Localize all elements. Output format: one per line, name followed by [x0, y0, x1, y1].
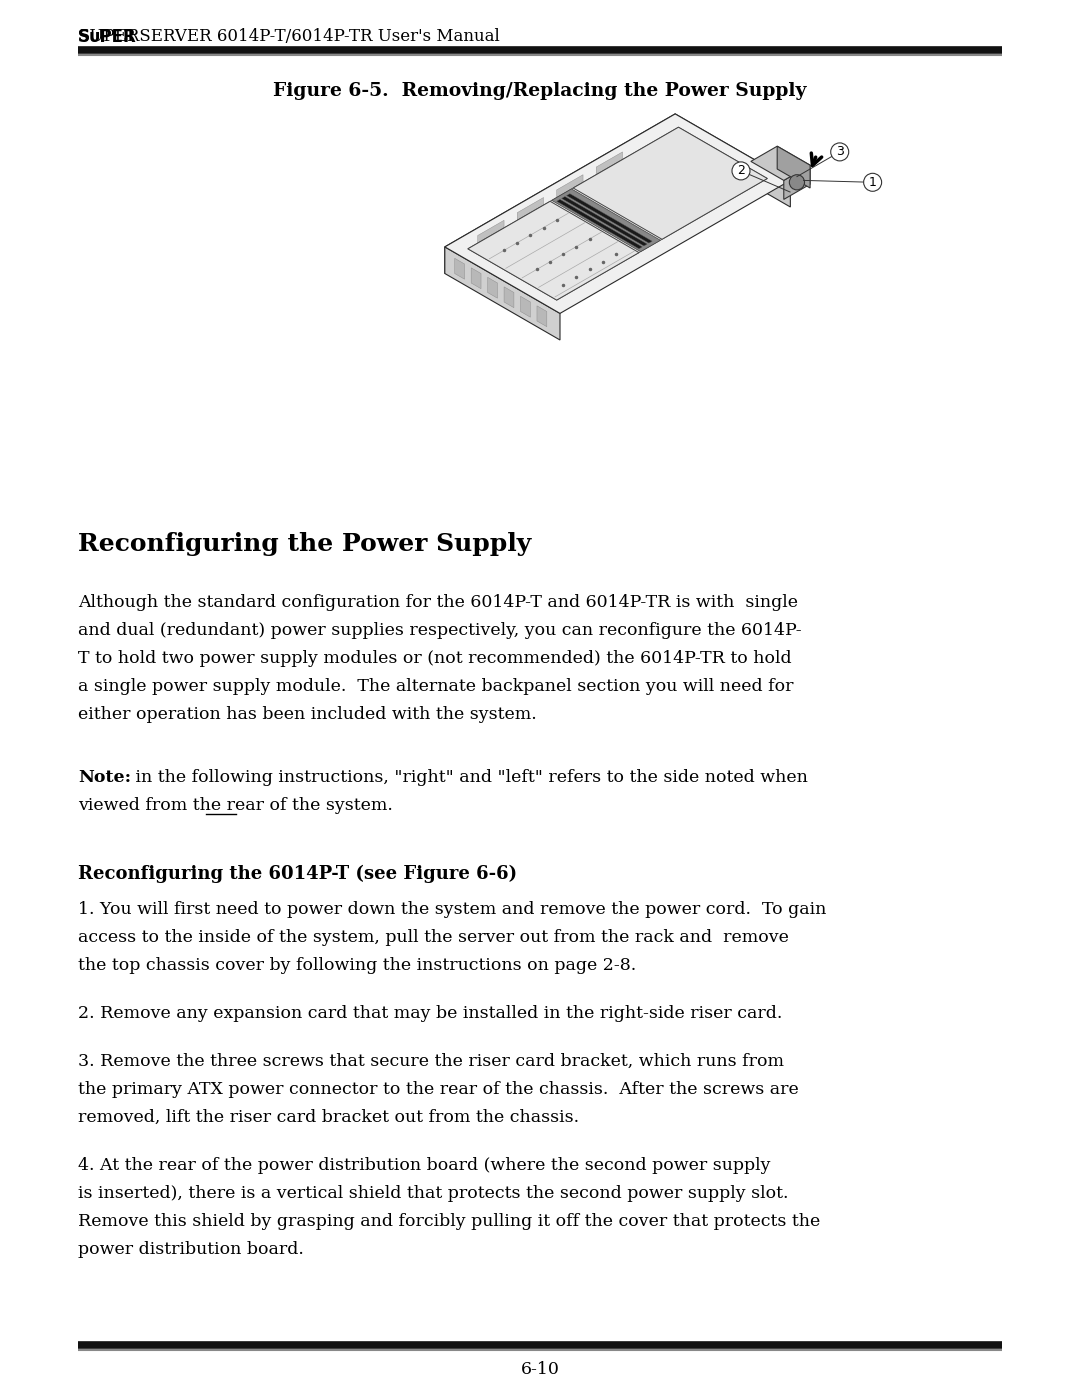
- Text: power distribution board.: power distribution board.: [78, 1241, 303, 1259]
- Text: 2: 2: [737, 165, 745, 177]
- Text: 3. Remove the three screws that secure the riser card bracket, which runs from: 3. Remove the three screws that secure t…: [78, 1053, 784, 1070]
- Text: the top chassis cover by following the instructions on page 2-8.: the top chassis cover by following the i…: [78, 957, 636, 974]
- Polygon shape: [562, 197, 647, 246]
- Polygon shape: [521, 296, 530, 317]
- Text: Figure 6-5.  Removing/Replacing the Power Supply: Figure 6-5. Removing/Replacing the Power…: [273, 82, 807, 101]
- Polygon shape: [784, 165, 810, 200]
- Text: in the following instructions, "right" and "left" refers to the side noted when: in the following instructions, "right" a…: [130, 768, 808, 787]
- Text: SᴜPER: SᴜPER: [78, 28, 137, 46]
- Polygon shape: [517, 197, 543, 224]
- Polygon shape: [556, 175, 583, 201]
- Circle shape: [789, 175, 805, 190]
- Text: 1. You will first need to power down the system and remove the power cord.  To g: 1. You will first need to power down the…: [78, 901, 826, 918]
- Text: and dual (redundant) power supplies respectively, you can reconfigure the 6014P-: and dual (redundant) power supplies resp…: [78, 622, 801, 638]
- Polygon shape: [552, 189, 660, 251]
- Polygon shape: [537, 306, 546, 327]
- Polygon shape: [445, 115, 675, 274]
- Text: 2. Remove any expansion card that may be installed in the right-side riser card.: 2. Remove any expansion card that may be…: [78, 1004, 782, 1023]
- Polygon shape: [567, 194, 652, 243]
- Polygon shape: [477, 221, 504, 247]
- Polygon shape: [675, 115, 791, 207]
- Polygon shape: [556, 200, 643, 249]
- Polygon shape: [471, 268, 481, 289]
- Polygon shape: [445, 115, 791, 313]
- Polygon shape: [445, 247, 561, 339]
- Text: a single power supply module.  The alternate backpanel section you will need for: a single power supply module. The altern…: [78, 678, 794, 694]
- Text: the primary ATX power connector to the rear of the chassis.  After the screws ar: the primary ATX power connector to the r…: [78, 1081, 799, 1098]
- Text: removed, lift the riser card bracket out from the chassis.: removed, lift the riser card bracket out…: [78, 1109, 579, 1126]
- Text: either operation has been included with the system.: either operation has been included with …: [78, 705, 537, 724]
- Polygon shape: [751, 147, 810, 180]
- Polygon shape: [468, 201, 639, 300]
- Text: viewed from the rear of the system.: viewed from the rear of the system.: [78, 798, 393, 814]
- Polygon shape: [778, 147, 810, 189]
- Text: T to hold two power supply modules or (not recommended) the 6014P-TR to hold: T to hold two power supply modules or (n…: [78, 650, 792, 666]
- Polygon shape: [455, 258, 464, 279]
- Text: 4. At the rear of the power distribution board (where the second power supply: 4. At the rear of the power distribution…: [78, 1157, 770, 1173]
- Text: 6-10: 6-10: [521, 1361, 559, 1377]
- Text: Reconfiguring the 6014P-T (see Figure 6-6): Reconfiguring the 6014P-T (see Figure 6-…: [78, 865, 517, 883]
- Polygon shape: [596, 152, 622, 179]
- Polygon shape: [573, 127, 767, 239]
- Text: SUPERSERVER 6014P-T/6014P-TR User's Manual: SUPERSERVER 6014P-T/6014P-TR User's Manu…: [78, 28, 500, 45]
- Polygon shape: [504, 286, 514, 307]
- Text: 3: 3: [836, 145, 843, 158]
- Text: Although the standard configuration for the 6014P-T and 6014P-TR is with  single: Although the standard configuration for …: [78, 594, 798, 610]
- Text: Note:: Note:: [78, 768, 131, 787]
- Polygon shape: [487, 277, 498, 298]
- Text: Reconfiguring the Power Supply: Reconfiguring the Power Supply: [78, 532, 531, 556]
- Polygon shape: [468, 127, 767, 300]
- Text: access to the inside of the system, pull the server out from the rack and  remov: access to the inside of the system, pull…: [78, 929, 788, 946]
- Text: S: S: [78, 28, 90, 45]
- Text: 1: 1: [868, 176, 877, 189]
- Text: Remove this shield by grasping and forcibly pulling it off the cover that protec: Remove this shield by grasping and forci…: [78, 1213, 820, 1229]
- Text: is inserted), there is a vertical shield that protects the second power supply s: is inserted), there is a vertical shield…: [78, 1185, 788, 1201]
